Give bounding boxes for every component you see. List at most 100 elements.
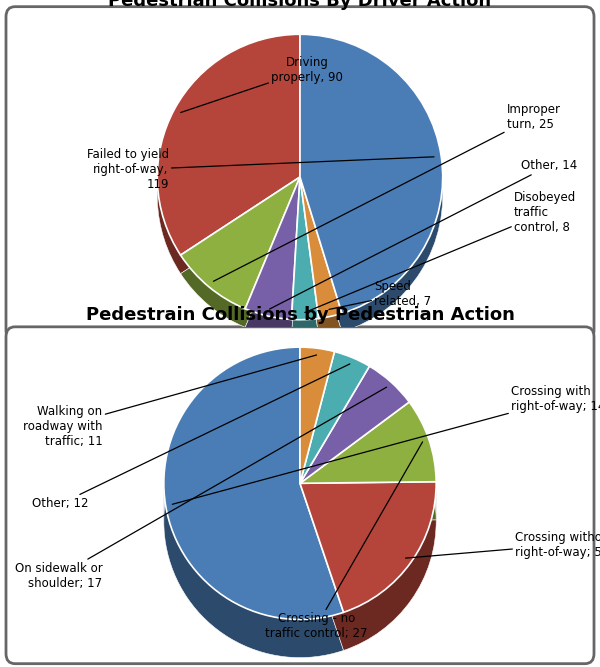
Wedge shape <box>164 357 344 629</box>
Title: Pedestrain Collisions by Pedestrian Action: Pedestrain Collisions by Pedestrian Acti… <box>86 305 514 323</box>
Wedge shape <box>245 183 300 325</box>
Wedge shape <box>300 380 334 516</box>
Wedge shape <box>292 188 319 331</box>
Wedge shape <box>181 193 300 325</box>
Wedge shape <box>292 192 319 335</box>
Wedge shape <box>164 351 344 623</box>
Wedge shape <box>300 505 436 635</box>
Wedge shape <box>245 195 300 337</box>
Wedge shape <box>292 181 319 323</box>
Wedge shape <box>300 179 342 320</box>
Wedge shape <box>300 351 334 487</box>
Wedge shape <box>164 380 344 652</box>
Wedge shape <box>292 193 319 336</box>
Wedge shape <box>300 50 443 329</box>
Wedge shape <box>300 354 370 485</box>
Wedge shape <box>300 43 443 321</box>
Wedge shape <box>300 378 409 495</box>
Wedge shape <box>245 178 300 320</box>
Wedge shape <box>300 380 370 512</box>
Wedge shape <box>157 50 300 271</box>
Wedge shape <box>300 404 409 522</box>
Wedge shape <box>300 397 409 514</box>
Wedge shape <box>300 192 342 334</box>
Wedge shape <box>300 488 436 618</box>
Wedge shape <box>300 425 436 506</box>
Wedge shape <box>181 181 300 313</box>
Wedge shape <box>292 186 319 329</box>
Wedge shape <box>300 501 436 632</box>
Wedge shape <box>300 384 409 500</box>
Wedge shape <box>300 372 409 489</box>
Wedge shape <box>245 177 300 319</box>
Wedge shape <box>300 419 436 500</box>
Wedge shape <box>300 53 443 332</box>
Wedge shape <box>300 482 436 612</box>
Wedge shape <box>300 406 436 487</box>
Wedge shape <box>300 402 409 520</box>
Wedge shape <box>157 51 300 272</box>
Wedge shape <box>300 421 436 502</box>
Text: Failed to yield
right-of-way,
119: Failed to yield right-of-way, 119 <box>86 148 434 191</box>
Wedge shape <box>300 195 342 337</box>
Wedge shape <box>300 366 334 502</box>
Wedge shape <box>300 410 436 491</box>
Wedge shape <box>300 384 370 516</box>
Wedge shape <box>181 186 300 318</box>
Wedge shape <box>164 355 344 627</box>
Wedge shape <box>300 48 443 327</box>
Wedge shape <box>164 382 344 654</box>
Wedge shape <box>157 49 300 270</box>
Wedge shape <box>300 491 436 622</box>
Wedge shape <box>300 408 436 489</box>
Wedge shape <box>164 364 344 636</box>
Wedge shape <box>300 190 342 331</box>
Wedge shape <box>181 192 300 323</box>
Text: Improper
turn, 25: Improper turn, 25 <box>214 103 561 281</box>
Wedge shape <box>292 178 319 321</box>
Wedge shape <box>300 386 370 518</box>
Wedge shape <box>300 389 409 506</box>
Wedge shape <box>300 347 334 484</box>
Text: On sidewalk or
shoulder; 17: On sidewalk or shoulder; 17 <box>15 387 386 590</box>
Wedge shape <box>245 195 300 338</box>
Wedge shape <box>157 46 300 267</box>
Wedge shape <box>300 378 370 510</box>
Wedge shape <box>157 41 300 261</box>
Wedge shape <box>245 187 300 329</box>
Wedge shape <box>300 373 370 504</box>
Wedge shape <box>300 484 436 614</box>
Wedge shape <box>300 353 334 489</box>
Wedge shape <box>300 185 342 327</box>
Wedge shape <box>300 178 342 319</box>
Wedge shape <box>300 186 342 327</box>
Wedge shape <box>300 358 370 489</box>
Wedge shape <box>300 374 370 506</box>
Wedge shape <box>300 360 370 491</box>
Title: Pedestrian Collisions By Driver Action: Pedestrian Collisions By Driver Action <box>109 0 491 10</box>
Wedge shape <box>300 497 436 628</box>
Wedge shape <box>164 353 344 625</box>
Wedge shape <box>157 43 300 264</box>
Wedge shape <box>300 374 334 510</box>
Wedge shape <box>300 368 334 504</box>
Wedge shape <box>181 188 300 320</box>
Wedge shape <box>300 391 409 508</box>
Wedge shape <box>300 41 443 320</box>
Wedge shape <box>245 181 300 323</box>
Wedge shape <box>300 388 370 520</box>
Wedge shape <box>300 382 334 518</box>
Wedge shape <box>300 402 436 484</box>
Wedge shape <box>300 427 436 508</box>
Wedge shape <box>164 359 344 631</box>
Wedge shape <box>157 45 300 265</box>
Wedge shape <box>164 360 344 633</box>
Wedge shape <box>300 423 436 504</box>
Wedge shape <box>300 393 409 510</box>
Wedge shape <box>245 188 300 331</box>
Wedge shape <box>300 380 409 497</box>
Text: Crossing - no
traffic control; 27: Crossing - no traffic control; 27 <box>265 442 422 640</box>
Wedge shape <box>300 52 443 331</box>
Wedge shape <box>300 399 409 516</box>
Wedge shape <box>164 376 344 648</box>
